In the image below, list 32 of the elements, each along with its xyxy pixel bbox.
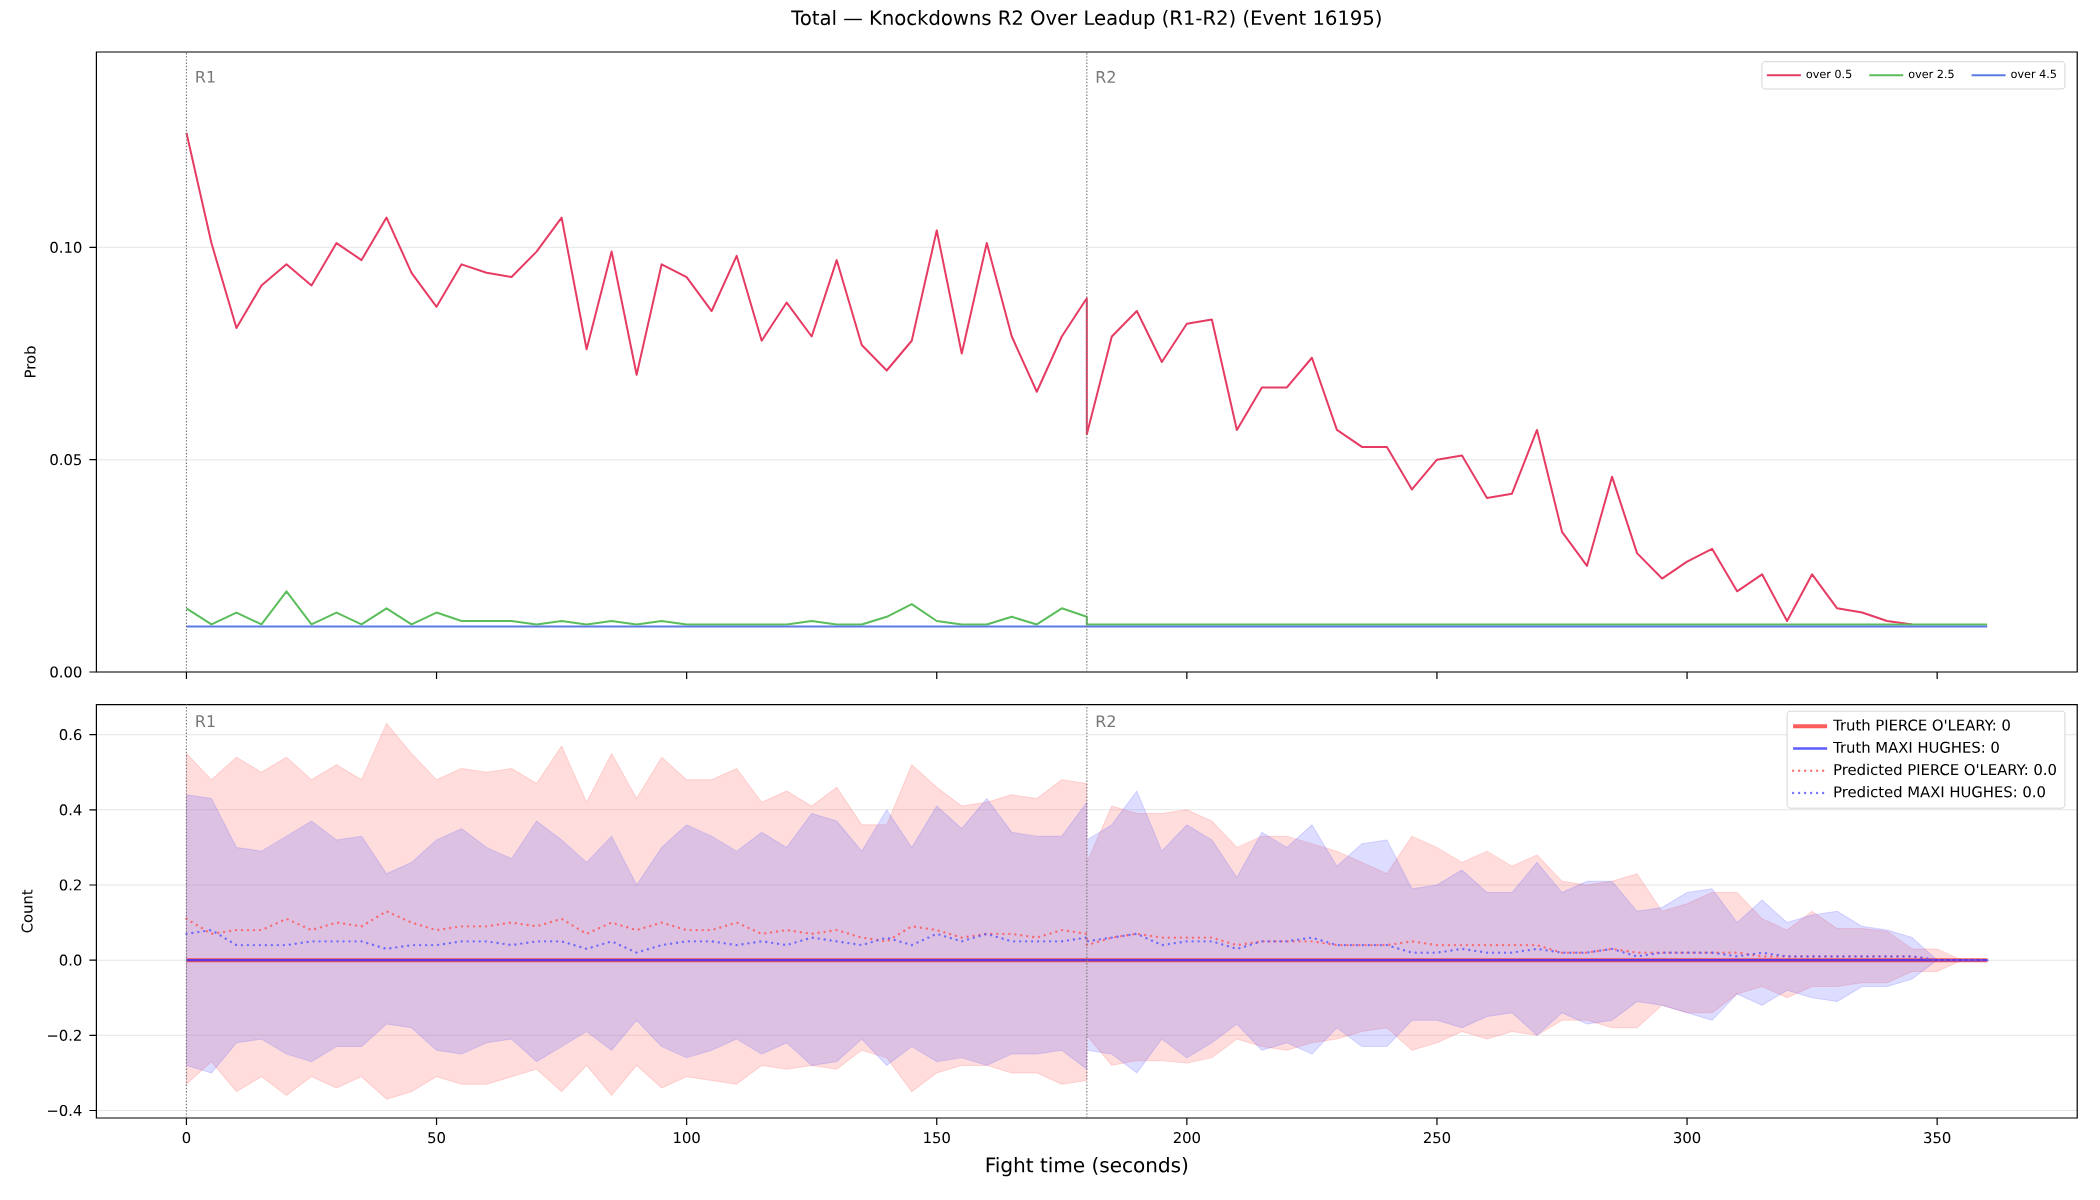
y-tick-label: 0.10 xyxy=(50,241,82,253)
x-tick-label: 300 xyxy=(1674,1132,1701,1144)
ref-line-label: R2 xyxy=(1096,715,1115,728)
y-tick-label: 0.6 xyxy=(59,729,82,741)
legend-label: Predicted MAXI HUGHES: 0.0 xyxy=(1834,785,2045,798)
ref-line-label: R2 xyxy=(1096,70,1115,83)
legend-label: Truth PIERCE O'LEARY: 0 xyxy=(1833,719,2010,731)
y-tick-label: 0.05 xyxy=(50,454,82,466)
ref-line-label: R1 xyxy=(196,70,215,83)
y-tick-label: 0.0 xyxy=(59,954,82,966)
y-tick-label: −0.2 xyxy=(47,1029,81,1041)
ref-line-label: R1 xyxy=(196,715,215,727)
x-tick-label: 200 xyxy=(1173,1132,1200,1144)
x-tick-label: 350 xyxy=(1924,1132,1951,1144)
legend-label: over 0.5 xyxy=(1806,69,1852,79)
y-axis-title: Prob xyxy=(24,346,36,377)
y-tick-label: 0.00 xyxy=(50,666,82,678)
chart-title: Total — Knockdowns R2 Over Leadup (R1-R2) (Event 16195) xyxy=(791,9,1381,29)
legend-label: Truth MAXI HUGHES: 0 xyxy=(1833,741,1999,753)
x-tick-label: 50 xyxy=(428,1132,445,1144)
y-tick-label: 0.2 xyxy=(59,879,81,891)
x-tick-label: 250 xyxy=(1423,1132,1451,1144)
x-tick-label: 0 xyxy=(182,1132,191,1144)
x-tick-label: 150 xyxy=(924,1132,950,1144)
legend-label: over 2.5 xyxy=(1908,69,1954,79)
x-axis-title: Fight time (seconds) xyxy=(986,1156,1188,1177)
x-tick-label: 100 xyxy=(674,1132,700,1144)
legend-label: over 4.5 xyxy=(2011,69,2056,79)
legend-label: Predicted PIERCE O'LEARY: 0.0 xyxy=(1834,763,2056,776)
y-tick-label: −0.4 xyxy=(47,1104,82,1117)
y-axis-title: Count xyxy=(21,889,33,933)
y-tick-label: 0.4 xyxy=(59,804,82,816)
